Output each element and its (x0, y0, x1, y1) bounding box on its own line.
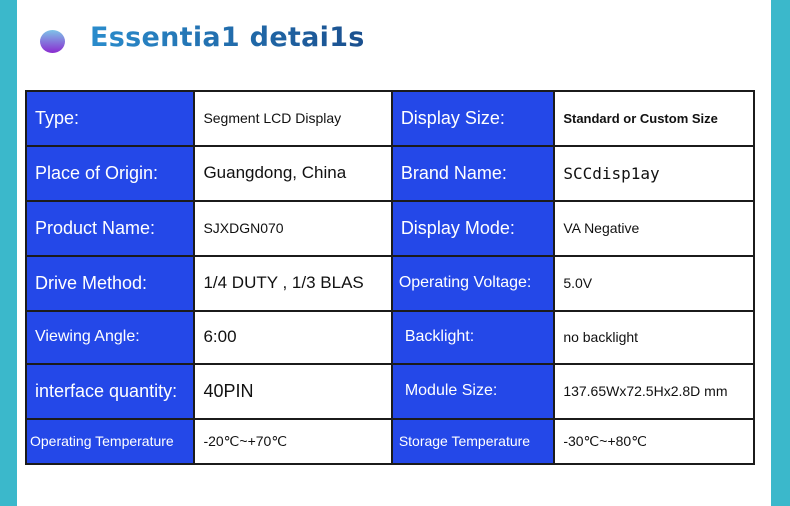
spec-value: Segment LCD Display (193, 90, 393, 147)
spec-label: Backlight: (390, 309, 556, 365)
spec-label: Module Size: (390, 362, 556, 420)
spec-label: Viewing Angle: (24, 309, 196, 365)
table-row: Place of Origin: Guangdong, China Brand … (24, 144, 755, 202)
spec-value: -30℃~+80℃ (553, 417, 755, 466)
spec-label: Brand Name: (390, 144, 556, 202)
spec-value: 40PIN (193, 362, 393, 420)
table-row: Product Name: SJXDGN070 Display Mode: VA… (24, 199, 755, 257)
gradient-circle-icon (40, 30, 65, 53)
spec-value: SCCdisp1ay (553, 144, 755, 202)
spec-label: Operating Voltage: (390, 254, 556, 312)
table-row: Type: Segment LCD Display Display Size: … (24, 90, 755, 147)
spec-label: Place of Origin: (24, 144, 196, 202)
table-row: Operating Temperature -20℃~+70℃ Storage … (24, 417, 755, 466)
spec-value: SJXDGN070 (193, 199, 393, 257)
spec-label: Display Size: (390, 90, 556, 147)
table-row: Viewing Angle: 6:00 Backlight: no backli… (24, 309, 755, 365)
spec-label: Product Name: (24, 199, 196, 257)
spec-value: VA Negative (553, 199, 755, 257)
page-title: Essentia1 detai1s (90, 22, 365, 53)
spec-value: 1/4 DUTY , 1/3 BLAS (193, 254, 393, 312)
spec-label: Drive Method: (24, 254, 196, 312)
table-row: Drive Method: 1/4 DUTY , 1/3 BLAS Operat… (24, 254, 755, 312)
spec-value: no backlight (553, 309, 755, 365)
spec-label: Type: (24, 90, 196, 147)
spec-label: interface quantity: (24, 362, 196, 420)
spec-label: Storage Temperature (390, 417, 556, 466)
spec-value: 6:00 (193, 309, 393, 365)
left-side-bar (0, 0, 17, 506)
spec-table: Type: Segment LCD Display Display Size: … (24, 90, 755, 466)
spec-value: 5.0V (553, 254, 755, 312)
right-side-bar (771, 0, 790, 506)
spec-label: Operating Temperature (24, 417, 196, 466)
spec-label: Display Mode: (390, 199, 556, 257)
spec-value: -20℃~+70℃ (193, 417, 393, 466)
table-row: interface quantity: 40PIN Module Size: 1… (24, 362, 755, 420)
spec-value: Standard or Custom Size (553, 90, 755, 147)
spec-value: 137.65Wx72.5Hx2.8D mm (553, 362, 755, 420)
spec-value: Guangdong, China (193, 144, 393, 202)
